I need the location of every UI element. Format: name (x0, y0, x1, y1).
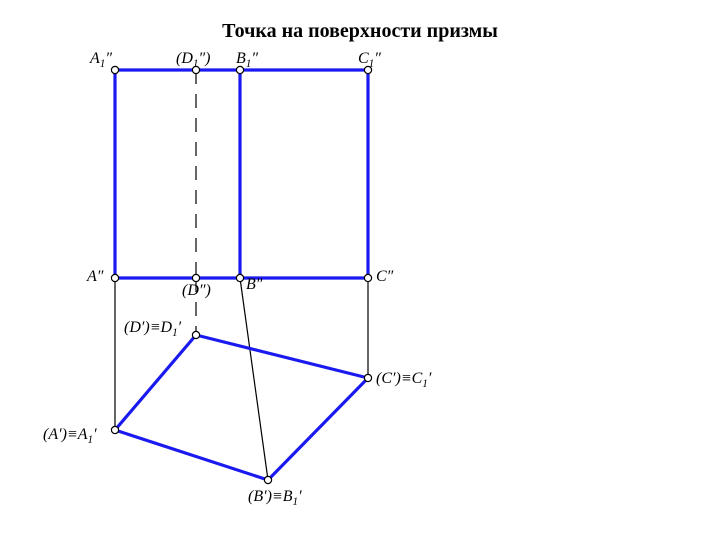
label-A2: A1″ (90, 50, 112, 70)
point-B (236, 274, 243, 281)
edge-Bp-Ap (115, 430, 268, 480)
geometry-svg (0, 0, 720, 540)
label-C2: C1″ (358, 50, 381, 70)
label-C: C″ (376, 268, 393, 286)
label-D2: (D1″) (176, 50, 210, 70)
edge-Ap-Dp (115, 335, 196, 430)
label-Ap: (A′)≡A1′ (43, 426, 97, 446)
edge-Dp-Cp (196, 335, 368, 378)
point-A2 (111, 66, 118, 73)
label-Bp: (B′)≡B1′ (248, 488, 302, 508)
label-D: (D″) (182, 282, 211, 300)
diagram-canvas: Точка на поверхности призмы A1″(D1″)B1″C… (0, 0, 720, 540)
point-D (192, 274, 199, 281)
label-B: B″ (246, 276, 262, 294)
point-Bp (264, 476, 271, 483)
point-Ap (111, 426, 118, 433)
edge-B-Bp (240, 278, 268, 480)
label-Dp: (D′)≡D1′ (124, 319, 181, 339)
label-Cp: (C′)≡C1′ (376, 370, 431, 390)
point-A (111, 274, 118, 281)
point-Dp (192, 331, 199, 338)
label-B2: B1″ (236, 50, 258, 70)
label-A: A″ (87, 268, 103, 286)
point-C (364, 274, 371, 281)
point-Cp (364, 374, 371, 381)
edge-Cp-Bp (268, 378, 368, 480)
